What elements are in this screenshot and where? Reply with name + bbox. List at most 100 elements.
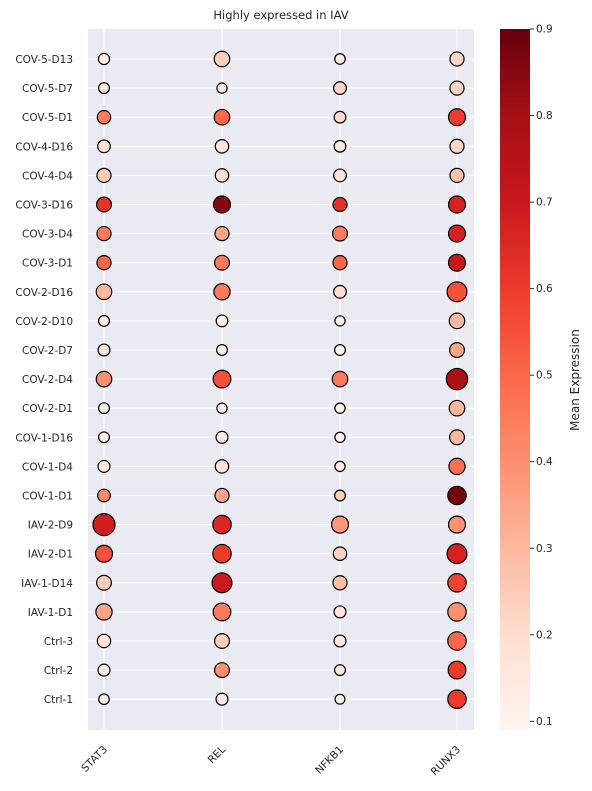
y-tick-label: Ctrl-2 (44, 665, 73, 677)
dot-COV-4-D16-NFKB1 (333, 139, 347, 153)
dot-COV-2-D4-STAT3 (95, 370, 113, 388)
dot-Ctrl-2-STAT3 (97, 663, 111, 677)
dot-COV-3-D1-NFKB1 (332, 255, 348, 271)
dot-IAV-1-D14-NFKB1 (332, 575, 348, 591)
y-tick-label: IAV-1-D1 (28, 607, 73, 619)
y-tick-label: IAV-2-D1 (28, 549, 73, 561)
dot-COV-4-D16-STAT3 (97, 139, 111, 154)
dot-IAV-2-D1-REL (212, 543, 232, 564)
dot-IAV-1-D14-REL (211, 572, 233, 594)
dot-COV-5-D7-REL (216, 82, 228, 94)
dot-COV-5-D1-NFKB1 (333, 110, 347, 124)
dot-COV-4-D4-NFKB1 (333, 168, 347, 183)
dot-COV-1-D1-RUNX3 (447, 485, 467, 506)
dot-COV-3-D1-RUNX3 (447, 253, 467, 272)
colorbar-tick-label: 0.1 (536, 716, 553, 728)
dot-COV-2-D1-REL (216, 402, 228, 414)
dot-COV-2-D4-REL (212, 369, 232, 389)
dot-COV-5-D7-NFKB1 (333, 81, 347, 96)
colorbar-tick-label: 0.5 (536, 370, 553, 382)
colorbar-tick-label: 0.2 (536, 629, 553, 641)
dot-COV-4-D16-RUNX3 (449, 138, 465, 154)
dot-COV-2-D16-REL (213, 283, 231, 301)
colorbar-ticks: 0.1 0.2 0.3 0.4 0.5 0.6 0.7 0.8 0.9 (530, 24, 553, 728)
dot-IAV-1-D1-NFKB1 (333, 605, 347, 619)
y-tick-label: COV-2-D10 (15, 316, 73, 328)
dot-Ctrl-1-REL (215, 692, 229, 706)
dot-COV-4-D4-RUNX3 (449, 167, 465, 184)
y-tick-label: COV-3-D16 (15, 200, 73, 212)
dot-IAV-2-D1-STAT3 (94, 544, 114, 563)
y-tick-label: COV-1-D4 (22, 461, 73, 473)
dot-COV-3-D16-NFKB1 (332, 196, 348, 213)
dot-COV-1-D1-NFKB1 (334, 489, 346, 502)
y-tick-label: COV-5-D7 (22, 83, 73, 95)
y-tick-label: COV-1-D1 (22, 491, 73, 503)
dot-COV-2-D10-RUNX3 (448, 312, 466, 330)
dot-COV-1-D1-STAT3 (97, 488, 111, 503)
dot-COV-2-D1-NFKB1 (334, 402, 346, 414)
dot-Ctrl-1-STAT3 (98, 693, 110, 706)
y-tick-label: Ctrl-1 (44, 694, 73, 706)
dot-COV-2-D10-REL (215, 314, 229, 328)
colorbar-tick-label: 0.9 (536, 24, 553, 36)
chart-title: Highly expressed in IAV (213, 8, 348, 22)
dot-COV-1-D4-REL (214, 459, 230, 474)
colorbar-label: Mean Expression (568, 329, 582, 431)
colorbar-tick-label: 0.7 (536, 197, 553, 209)
dot-COV-3-D1-REL (214, 254, 231, 271)
dot-COV-5-D13-RUNX3 (449, 51, 465, 67)
dot-IAV-1-D1-STAT3 (95, 603, 113, 621)
dot-COV-5-D13-STAT3 (97, 52, 111, 66)
dot-COV-2-D7-RUNX3 (449, 342, 466, 359)
dot-COV-5-D7-RUNX3 (449, 80, 465, 96)
dot-COV-1-D4-STAT3 (97, 459, 111, 473)
dot-Ctrl-3-RUNX3 (447, 631, 467, 651)
dot-COV-1-D16-NFKB1 (334, 431, 346, 443)
dot-COV-3-D4-STAT3 (96, 225, 112, 242)
dot-COV-5-D1-RUNX3 (447, 108, 467, 127)
dot-COV-3-D16-RUNX3 (447, 195, 467, 214)
dot-Ctrl-3-STAT3 (96, 633, 112, 649)
x-tick-label: RUNX3 (429, 744, 463, 778)
x-tick-label: REL (206, 744, 229, 767)
dot-COV-4-D16-REL (214, 139, 230, 154)
dot-COV-3-D4-RUNX3 (447, 224, 467, 243)
y-tick-label: COV-2-D16 (15, 287, 73, 299)
dot-COV-2-D1-STAT3 (98, 402, 110, 415)
dot-Ctrl-3-REL (214, 632, 231, 649)
dot-COV-2-D7-STAT3 (97, 343, 111, 357)
dot-COV-5-D7-STAT3 (98, 82, 110, 95)
dot-COV-1-D16-STAT3 (98, 431, 110, 444)
dot-COV-1-D16-REL (215, 430, 229, 444)
dot-COV-2-D10-STAT3 (98, 314, 110, 327)
y-tick-label: COV-2-D7 (22, 345, 73, 357)
y-tick-label: COV-3-D4 (22, 229, 73, 241)
dot-COV-5-D1-REL (213, 108, 231, 126)
y-tick-label: Ctrl-3 (44, 636, 73, 648)
dot-IAV-2-D1-RUNX3 (446, 543, 468, 565)
y-axis-tick-labels: COV-5-D13 COV-5-D7 COV-5-D1 COV-4-D16 COV-4-… (15, 54, 73, 706)
dot-COV-3-D4-REL (214, 225, 230, 242)
colorbar (500, 29, 530, 730)
dot-IAV-2-D9-RUNX3 (447, 515, 467, 534)
dot-COV-1-D4-NFKB1 (334, 460, 346, 473)
dot-COV-2-D1-RUNX3 (448, 399, 466, 417)
colorbar-tick-label: 0.3 (536, 543, 553, 555)
x-axis-tick-labels: STAT3 REL NFKB1 RUNX3 (79, 744, 463, 779)
y-tick-label: COV-2-D1 (22, 403, 73, 415)
dots-layer (92, 50, 469, 709)
dot-COV-5-D1-STAT3 (96, 109, 112, 125)
dot-COV-2-D16-NFKB1 (333, 284, 347, 299)
dot-COV-1-D1-REL (214, 487, 230, 504)
dot-IAV-2-D9-NFKB1 (330, 515, 350, 534)
dot-COV-4-D4-STAT3 (96, 167, 112, 184)
y-tick-label: COV-4-D16 (15, 141, 73, 153)
dot-IAV-2-D1-NFKB1 (332, 546, 348, 561)
dot-COV-1-D16-RUNX3 (449, 429, 466, 446)
y-tick-label: COV-5-D1 (22, 112, 73, 124)
dot-COV-1-D4-RUNX3 (448, 457, 466, 476)
y-tick-label: COV-5-D13 (15, 54, 73, 66)
dot-COV-2-D10-NFKB1 (334, 315, 346, 327)
